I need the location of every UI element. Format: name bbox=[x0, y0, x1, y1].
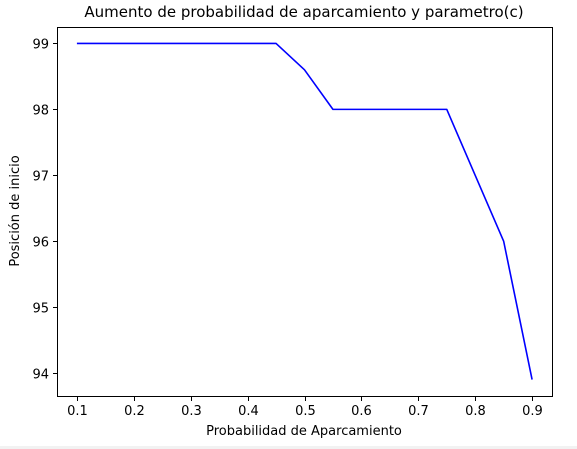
x-tick-label: 0.8 bbox=[465, 404, 486, 419]
x-tick-label: 0.3 bbox=[181, 404, 202, 419]
x-axis-label: Probabilidad de Aparcamiento bbox=[206, 424, 402, 439]
axis-ticks: 0.1 0.2 0.3 0.4 0.5 0.6 0.7 0.8 0.9 94 95 96 97 98 99 bbox=[32, 38, 542, 420]
y-tick-label: 97 bbox=[32, 170, 49, 185]
y-tick-label: 98 bbox=[32, 104, 49, 119]
x-tick-label: 0.4 bbox=[238, 404, 259, 419]
x-tick-label: 0.5 bbox=[295, 404, 316, 419]
x-tick-label: 0.9 bbox=[522, 404, 543, 419]
x-tick-label: 0.7 bbox=[408, 404, 429, 419]
window-bottom-edge bbox=[0, 446, 577, 449]
y-tick-label: 96 bbox=[32, 236, 49, 251]
y-tick-label: 95 bbox=[32, 302, 49, 317]
series-line-1 bbox=[76, 42, 533, 380]
y-tick-label: 94 bbox=[32, 368, 49, 383]
x-tick-label: 0.1 bbox=[67, 404, 88, 419]
chart-title: Aumento de probabilidad de aparcamiento … bbox=[84, 3, 523, 21]
y-tick-label: 99 bbox=[32, 38, 49, 53]
y-axis-label: Posición de inicio bbox=[8, 155, 23, 266]
x-tick-label: 0.2 bbox=[124, 404, 145, 419]
x-tick-label: 0.6 bbox=[351, 404, 372, 419]
